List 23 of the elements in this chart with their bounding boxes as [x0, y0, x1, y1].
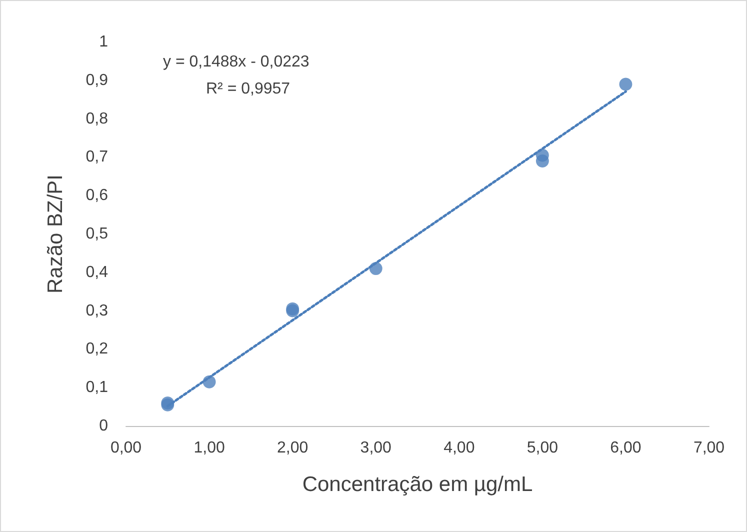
y-tick-label: 1	[99, 34, 108, 50]
y-tick-label: 0,3	[86, 302, 108, 320]
y-tick-label: 0,6	[86, 187, 108, 204]
y-tick-label: 0,8	[86, 110, 108, 128]
y-tick-label: 0,9	[86, 72, 108, 89]
x-axis-title: Concentração em µg/mL	[302, 473, 533, 496]
y-tick-label: 0,5	[86, 226, 108, 242]
y-tick-label: 0	[99, 418, 108, 434]
x-tick-label: 7,00	[693, 440, 725, 456]
y-axis-title: Razão BZ/PI	[44, 174, 67, 294]
y-tick-label: 0,4	[86, 264, 108, 281]
x-tick-label: 0,00	[110, 440, 142, 456]
y-tick-label: 0,2	[86, 340, 108, 358]
x-tick-label: 5,00	[526, 440, 558, 456]
x-tick-label: 4,00	[444, 440, 475, 456]
y-tick-label: 0,1	[86, 379, 108, 396]
x-tick-label: 1,00	[194, 440, 225, 456]
x-tick-label: 2,00	[277, 440, 308, 456]
x-tick-label: 3,00	[360, 440, 392, 456]
annotation: R² = 0,9957	[206, 80, 290, 98]
x-tick-label: 6,00	[610, 440, 642, 456]
y-tick-label: 0,7	[86, 148, 108, 166]
annotation: y = 0,1488x - 0,0223	[163, 54, 310, 70]
